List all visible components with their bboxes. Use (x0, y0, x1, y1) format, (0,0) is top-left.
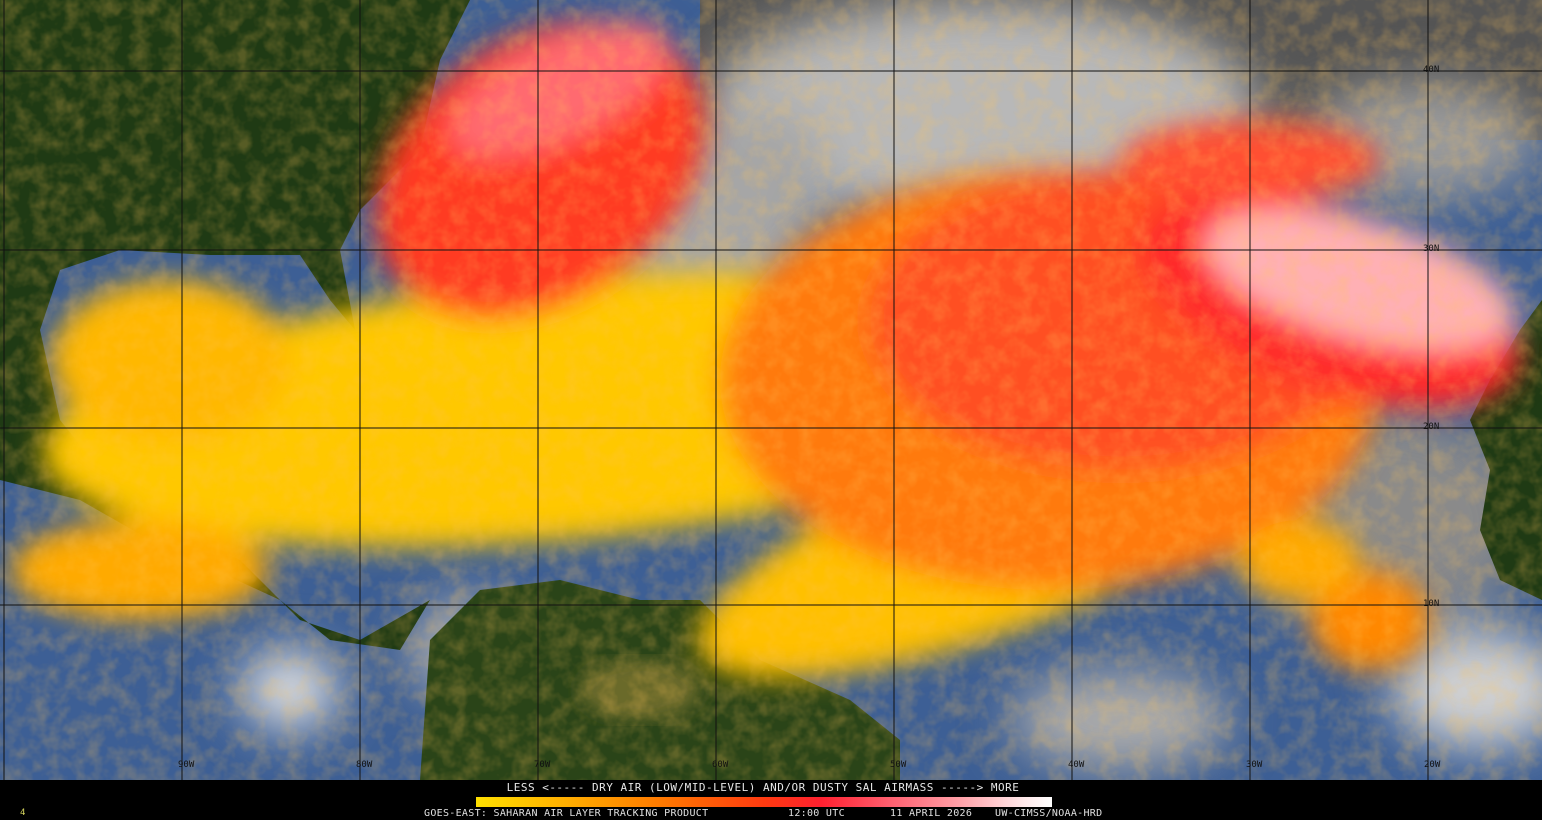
lat-label-30n: 30N (1423, 244, 1440, 254)
lon-label-50w: 50W (890, 760, 907, 770)
lon-label-30w: 30W (1246, 760, 1263, 770)
lon-label-70w: 70W (534, 760, 551, 770)
lon-label-90w: 90W (178, 760, 195, 770)
lat-label-10n: 10N (1423, 599, 1440, 609)
product-name: GOES-EAST: SAHARAN AIR LAYER TRACKING PR… (424, 808, 709, 819)
lat-label-20n: 20N (1423, 422, 1440, 432)
date-label: 11 APRIL 2026 (890, 808, 973, 819)
satellite-map (0, 0, 1542, 780)
lat-label-40n: 40N (1423, 65, 1440, 75)
lon-label-20w: 20W (1424, 760, 1441, 770)
frame-number: 4 (20, 808, 26, 818)
texture (0, 0, 1542, 780)
lat-lon-grid (0, 0, 1542, 780)
legend-title: LESS <----- DRY AIR (LOW/MID-LEVEL) AND/… (506, 781, 1020, 794)
colorbar (476, 797, 1052, 807)
time-label: 12:00 UTC (788, 808, 845, 819)
lon-label-60w: 60W (712, 760, 729, 770)
lon-label-80w: 80W (356, 760, 373, 770)
credit-label: UW-CIMSS/NOAA-HRD (995, 808, 1103, 819)
lon-label-40w: 40W (1068, 760, 1085, 770)
